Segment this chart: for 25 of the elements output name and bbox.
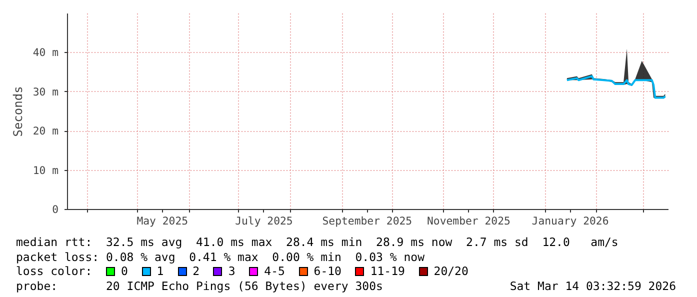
text: loss color: — [16, 264, 92, 278]
text: median rtt: 32.5 ms avg 41.0 ms max 28.4 ms min 28.9 ms now 2.7 ms sd 12.0 am/s — [16, 235, 620, 250]
line-series — [566, 75, 666, 99]
x-tick-label: September 2025 — [322, 214, 412, 228]
text: 6-10 — [314, 264, 342, 278]
text: probe: 20 ICMP Echo Pings (56 Bytes) every 300s — [16, 278, 383, 293]
y-tick-label: 10 m — [32, 164, 59, 177]
text: 3 — [228, 264, 236, 278]
text: 20/20 — [434, 264, 468, 278]
y-tick-label: 40 m — [32, 46, 59, 60]
y-axis-title: Seconds — [10, 86, 25, 137]
y-tick-label: 20 m — [32, 124, 59, 138]
x-tick-label: July 2025 — [235, 214, 293, 228]
x-tick-label: May 2025 — [136, 214, 188, 228]
text: 11-19 — [370, 264, 405, 278]
y-tick-label: 30 m — [32, 85, 59, 98]
x-tick-label: November 2025 — [427, 214, 510, 228]
text: 0 — [121, 264, 128, 278]
text: packet loss: 0.08 % avg 0.41 % max 0.00 % min 0.03 % now — [16, 250, 426, 264]
x-tick-label: January 2026 — [532, 214, 609, 228]
text: Sat Mar 14 03:32:59 2026 — [510, 278, 676, 293]
text: 2 — [192, 264, 200, 278]
text: 1 — [156, 264, 164, 278]
y-tick-label: 0 — [52, 203, 59, 216]
text: 4-5 — [264, 264, 285, 278]
